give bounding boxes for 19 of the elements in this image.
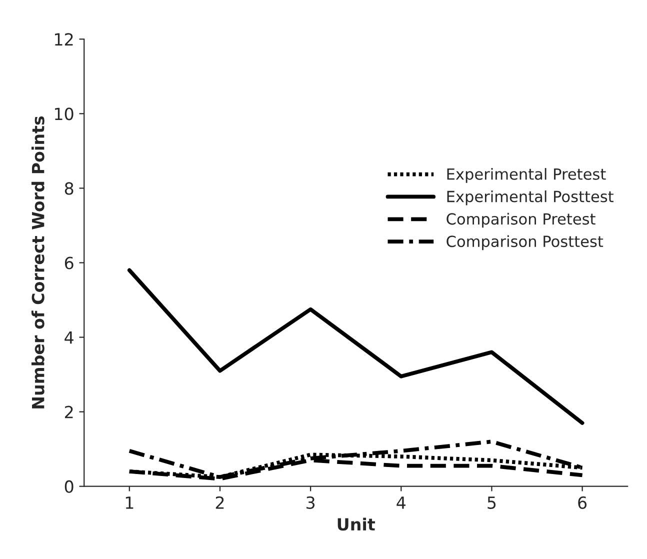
y-tick-label: 12 [55,33,73,46]
x-tick-label: 6 [578,496,587,509]
x-axis-title: Unit [338,518,376,531]
x-tick-label: 1 [126,496,134,509]
y-tick-label: 10 [55,108,74,120]
y-tick-label: 0 [64,480,74,493]
y-tick-label: 4 [64,331,74,344]
y-tick-label: 2 [65,406,73,418]
y-axis-title: Number of Correct Word Points [31,116,44,408]
x-tick-label: 2 [216,496,224,509]
y-tick-label: 8 [64,182,74,195]
legend-label: Comparison Posttest [446,235,604,250]
legend-label: Experimental Pretest [447,168,606,183]
y-tick-label: 6 [64,256,74,270]
legend-label: Comparison Pretest [446,212,596,228]
x-tick-label: 3 [306,496,315,509]
x-tick-label: 4 [396,496,406,509]
x-tick-label: 5 [488,496,496,509]
legend-label: Experimental Posttest [447,190,614,206]
